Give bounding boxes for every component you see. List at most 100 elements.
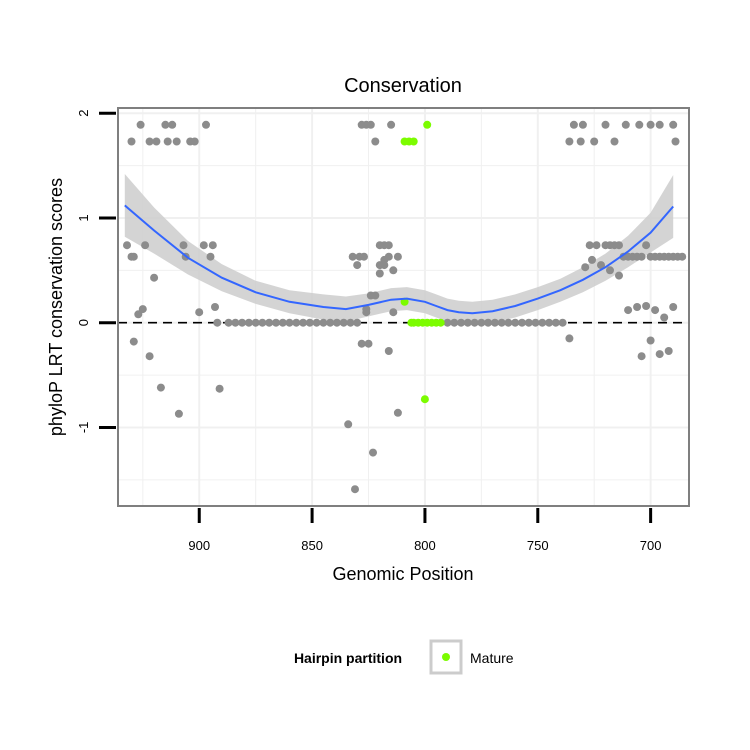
data-point (174, 409, 183, 418)
data-point (360, 252, 368, 261)
mature-point (436, 318, 445, 327)
x-tick-label: 800 (414, 538, 436, 553)
data-point (635, 120, 644, 129)
data-point (655, 350, 664, 359)
data-point (615, 241, 623, 250)
data-point (669, 120, 678, 129)
data-point (601, 120, 610, 129)
data-point (597, 261, 605, 270)
data-point (669, 303, 678, 311)
data-point (168, 120, 177, 129)
y-tick-label: -1 (76, 422, 91, 434)
zero-score-point (551, 318, 560, 327)
zero-score-point (504, 318, 513, 327)
data-point (380, 255, 389, 264)
data-point (364, 339, 373, 348)
mature-point (409, 137, 418, 146)
data-point (671, 137, 680, 146)
zero-score-point (490, 318, 499, 327)
data-point (642, 241, 651, 250)
zero-score-point (285, 318, 294, 327)
data-point (621, 120, 630, 129)
data-point (588, 255, 596, 264)
legend-title: Hairpin partition (294, 650, 402, 666)
zero-score-point (305, 318, 314, 327)
zero-score-point (238, 318, 247, 327)
legend-key-mature (442, 653, 450, 661)
y-tick-label: 1 (76, 214, 91, 221)
x-tick-label: 850 (301, 538, 323, 553)
y-axis: -1 0 1 2 (76, 110, 116, 434)
zero-score-point (497, 318, 506, 327)
data-point (179, 241, 188, 250)
x-axis: 900 850 800 750 700 (188, 508, 661, 553)
data-point (651, 306, 660, 315)
data-point (136, 120, 145, 129)
data-point (655, 120, 664, 129)
data-point (569, 120, 578, 129)
zero-score-point (470, 318, 479, 327)
confidence-band (124, 174, 674, 325)
zero-score-point (278, 318, 287, 327)
data-point (195, 308, 204, 317)
data-point (375, 261, 384, 270)
zero-score-point (231, 318, 240, 327)
data-point (637, 252, 646, 261)
zero-score-point (463, 318, 472, 327)
data-point (610, 137, 619, 146)
zero-score-point (531, 318, 540, 327)
data-point (389, 266, 398, 275)
data-point (362, 308, 371, 317)
data-point (213, 318, 222, 327)
data-point (344, 420, 353, 429)
y-tick-label: 0 (76, 319, 91, 326)
data-point (646, 120, 655, 129)
data-point (387, 120, 396, 129)
data-point (585, 241, 594, 250)
data-point (384, 241, 393, 250)
data-point (581, 263, 590, 272)
zero-score-point (272, 318, 280, 327)
y-axis-title: phyloP LRT conservation scores (46, 178, 66, 436)
data-point (590, 137, 599, 146)
data-point (145, 137, 154, 146)
data-point (624, 306, 633, 315)
x-tick-label: 900 (188, 538, 210, 553)
data-point (348, 252, 357, 261)
zero-score-point (443, 318, 452, 327)
zero-score-point (265, 318, 274, 327)
data-point (123, 241, 131, 250)
data-point (389, 308, 398, 317)
x-axis-title: Genomic Position (332, 564, 473, 584)
chart-title: Conservation (344, 75, 462, 97)
data-point (163, 137, 172, 146)
data-point (161, 120, 170, 129)
zero-score-point (312, 318, 321, 327)
zero-score-point (450, 318, 459, 327)
data-point (576, 137, 585, 146)
data-point (152, 137, 161, 146)
data-point (199, 241, 208, 250)
data-point (371, 137, 380, 146)
x-tick-label: 750 (527, 538, 549, 553)
smooth-trend-line (124, 204, 674, 315)
zero-score-point (339, 318, 348, 327)
data-points (123, 120, 687, 494)
mature-point (420, 395, 429, 404)
data-point (393, 252, 402, 261)
smooth-trend (124, 204, 674, 315)
zero-score-point (244, 318, 253, 327)
zero-score-point (538, 318, 547, 327)
data-point (202, 120, 210, 129)
zero-score-point (292, 318, 301, 327)
zero-score-point (353, 318, 362, 327)
data-point (215, 384, 224, 393)
data-point (211, 303, 219, 311)
data-point (633, 303, 642, 311)
data-point (592, 241, 601, 250)
data-point (127, 137, 136, 146)
data-point (138, 305, 147, 314)
legend-label-mature: Mature (470, 650, 514, 666)
zero-score-point (518, 318, 526, 327)
data-point (208, 241, 217, 250)
